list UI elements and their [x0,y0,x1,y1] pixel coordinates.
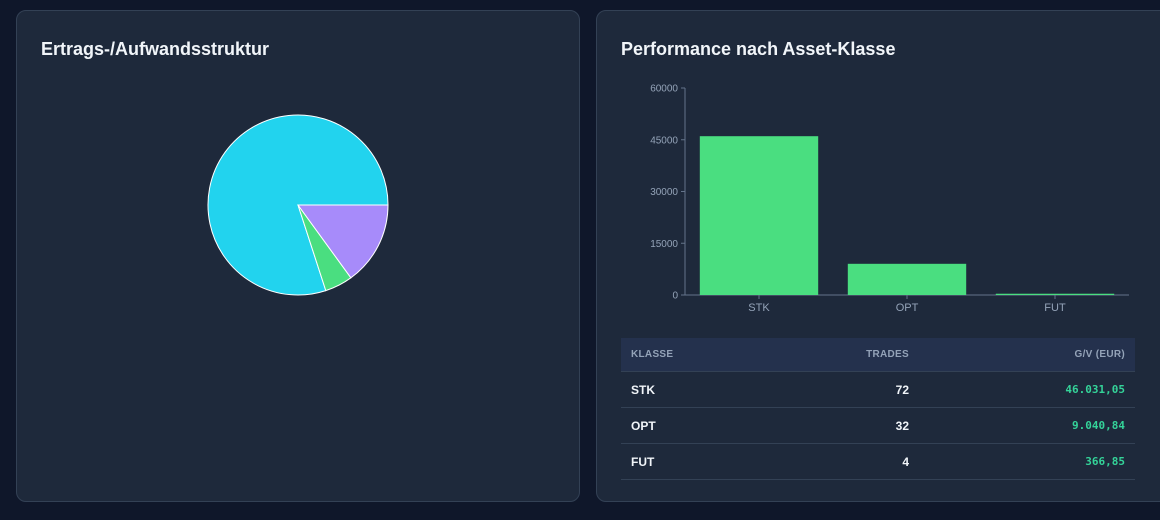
table-header-row: KLASSE TRADES G/V (EUR) [621,338,1135,372]
cell-klasse: FUT [621,443,749,480]
bar-stk[interactable] [699,136,819,295]
pie-slice[interactable] [297,204,389,279]
header-trades: TRADES [749,338,919,372]
x-tick-label: FUT [1044,302,1066,314]
x-tick-label: STK [748,302,770,314]
header-pnl: G/V (EUR) [919,338,1135,372]
table-row: FUT 4 366,85 [621,443,1135,480]
y-tick-label: 60000 [650,84,678,95]
y-tick-label: 45000 [650,135,678,146]
y-tick-label: 0 [672,291,678,302]
cell-pnl: 366,85 [919,443,1135,480]
asset-class-performance-title: Performance nach Asset-Klasse [621,39,896,59]
asset-class-bar-chart: 0 15000 30000 45000 60000 STK OPT FUT [650,84,1129,314]
asset-class-performance-panel: Performance nach Asset-Klasse 0 15000 3000… [596,10,1160,502]
header-klasse: KLASSE [621,338,749,372]
cell-trades: 72 [749,371,919,408]
bar-fut[interactable] [995,293,1115,295]
cell-trades: 4 [749,443,919,480]
cell-klasse: STK [621,371,749,408]
y-tick-label: 30000 [650,187,678,198]
asset-class-table: KLASSE TRADES G/V (EUR) STK 72 46.031,05… [621,338,1135,480]
income-expense-pie-chart [207,114,389,296]
income-expense-title: Ertrags-/Aufwandsstruktur [41,39,270,59]
bar-opt[interactable] [847,263,967,295]
x-tick-label: OPT [896,302,919,314]
cell-pnl: 46.031,05 [919,371,1135,408]
table-row: OPT 32 9.040,84 [621,407,1135,444]
y-tick-label: 15000 [650,239,678,250]
cell-pnl: 9.040,84 [919,407,1135,444]
cell-klasse: OPT [621,407,749,444]
table-row: STK 72 46.031,05 [621,371,1135,408]
cell-trades: 32 [749,407,919,444]
income-expense-panel: Ertrags-/Aufwandsstruktur [16,10,580,502]
